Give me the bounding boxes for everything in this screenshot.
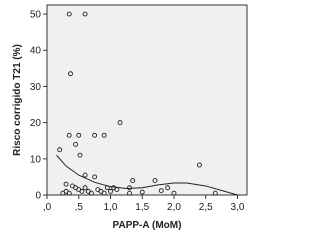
point <box>57 147 63 153</box>
point <box>127 185 132 191</box>
point <box>104 185 110 191</box>
y-tick-label: 0 <box>35 191 41 202</box>
point <box>127 190 132 196</box>
y-tick-label: 30 <box>30 82 42 93</box>
point <box>66 132 72 138</box>
point <box>108 188 113 194</box>
x-tick-label: 1,5 <box>135 202 149 213</box>
point <box>73 141 79 147</box>
point <box>77 152 83 158</box>
point <box>139 189 145 195</box>
point <box>66 190 72 196</box>
x-tick-label: 2,0 <box>167 202 181 213</box>
point <box>196 162 202 168</box>
x-tick-label: 2,5 <box>199 202 213 213</box>
y-tick-label: 10 <box>30 154 42 165</box>
point <box>114 187 120 193</box>
point <box>117 120 123 126</box>
point <box>82 185 88 191</box>
point <box>82 172 88 178</box>
x-tick-label: ,5 <box>75 202 84 213</box>
y-axis-label: Risco corrigido T21 (%) <box>12 44 23 156</box>
point <box>101 132 107 138</box>
point <box>79 188 85 194</box>
point <box>101 190 107 196</box>
point <box>68 71 73 77</box>
x-axis-label: PAPP-A (MoM) <box>113 220 182 231</box>
point <box>76 132 82 138</box>
point <box>165 185 171 191</box>
point <box>171 190 177 196</box>
point <box>82 11 88 17</box>
point <box>92 174 98 180</box>
point <box>63 181 69 187</box>
plot-area <box>46 4 248 196</box>
y-tick-label: 50 <box>30 10 42 21</box>
x-tick-label: 3,0 <box>231 202 245 213</box>
point <box>88 190 94 196</box>
chart: Risco corrigido T21 (%) PAPP-A (MoM) 0 10… <box>12 4 248 231</box>
x-tick-label: ,0 <box>43 202 52 213</box>
point <box>130 178 136 183</box>
y-tick-label: 20 <box>30 118 42 129</box>
y-tick-label: 40 <box>30 46 42 57</box>
point <box>212 190 218 196</box>
fit-line <box>56 154 241 195</box>
point <box>92 132 98 138</box>
point <box>152 178 158 183</box>
point <box>158 188 164 194</box>
point <box>66 11 72 17</box>
x-tick-label: 1,0 <box>104 202 118 213</box>
